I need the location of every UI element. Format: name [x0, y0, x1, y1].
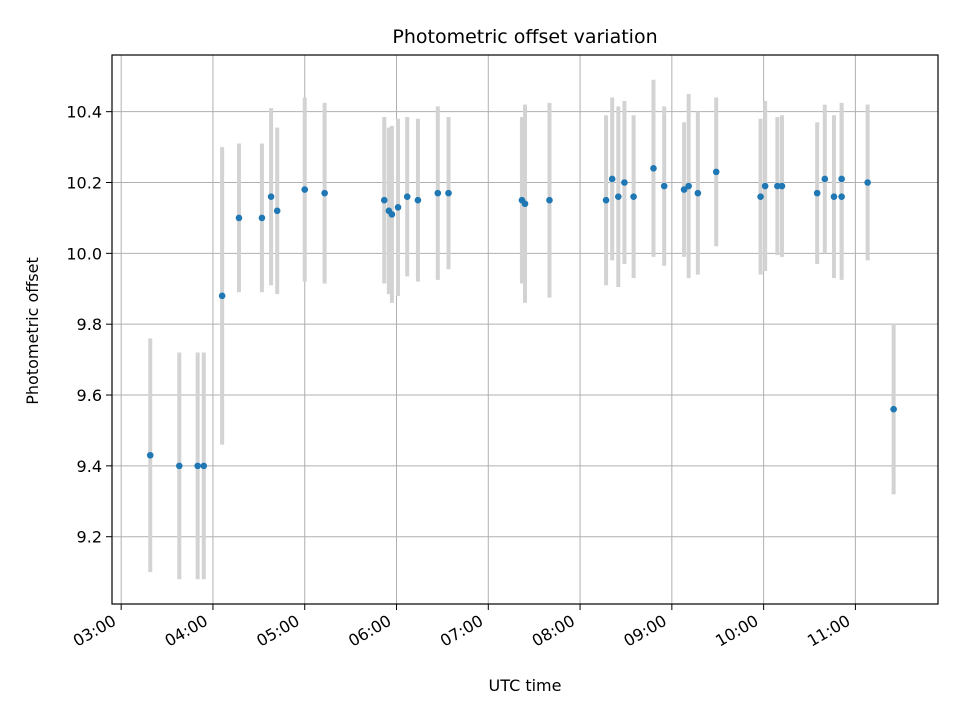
data-point	[200, 462, 208, 470]
data-point	[235, 214, 243, 222]
data-point	[267, 193, 275, 200]
data-point	[273, 207, 281, 215]
y-tick-label: 9.6	[77, 386, 102, 405]
chart-title: Photometric offset variation	[392, 26, 657, 48]
data-point	[521, 200, 529, 208]
data-point	[434, 189, 442, 197]
data-point	[445, 189, 452, 197]
y-axis-ticks: 9.2 9.4 9.6 9.8 10.0 10.2 10.4	[66, 103, 112, 547]
data-point	[778, 182, 786, 190]
data-point	[650, 165, 657, 172]
data-point	[864, 179, 871, 186]
data-point	[146, 451, 154, 459]
data-point	[712, 168, 720, 176]
data-point	[608, 175, 616, 183]
data-point	[774, 182, 781, 190]
data-point	[694, 189, 702, 197]
data-point	[680, 186, 688, 193]
data-point	[813, 189, 821, 197]
data-point	[394, 204, 402, 211]
data-point	[176, 462, 183, 470]
y-tick-label: 10.4	[66, 103, 102, 122]
data-point	[838, 175, 845, 183]
data-point	[414, 196, 422, 204]
data-point	[380, 196, 388, 204]
y-axis-title: Photometric offset	[23, 257, 42, 405]
y-tick-label: 9.2	[77, 528, 102, 547]
plot-area-frame	[111, 54, 939, 605]
y-tick-label: 10.2	[66, 174, 102, 193]
data-point	[830, 193, 838, 200]
data-point	[615, 193, 622, 200]
data-point	[838, 193, 845, 200]
data-point	[218, 292, 226, 300]
data-point	[321, 189, 328, 197]
data-point	[621, 179, 628, 186]
data-point	[757, 193, 764, 200]
data-point	[761, 182, 769, 190]
data-point	[890, 405, 897, 413]
data-point	[602, 196, 610, 204]
data-point	[685, 182, 692, 190]
data-point	[546, 196, 553, 204]
y-tick-label: 10.0	[66, 244, 102, 263]
data-point	[258, 214, 266, 222]
data-point	[301, 186, 309, 193]
y-tick-label: 9.4	[77, 457, 102, 476]
y-tick-label: 9.8	[77, 315, 102, 334]
data-point	[821, 175, 829, 183]
data-point	[630, 193, 637, 200]
data-points	[146, 165, 897, 470]
data-point	[660, 182, 668, 190]
data-point	[403, 193, 411, 200]
data-point	[194, 462, 201, 470]
x-axis-title: UTC time	[489, 676, 562, 695]
data-point	[388, 211, 396, 218]
